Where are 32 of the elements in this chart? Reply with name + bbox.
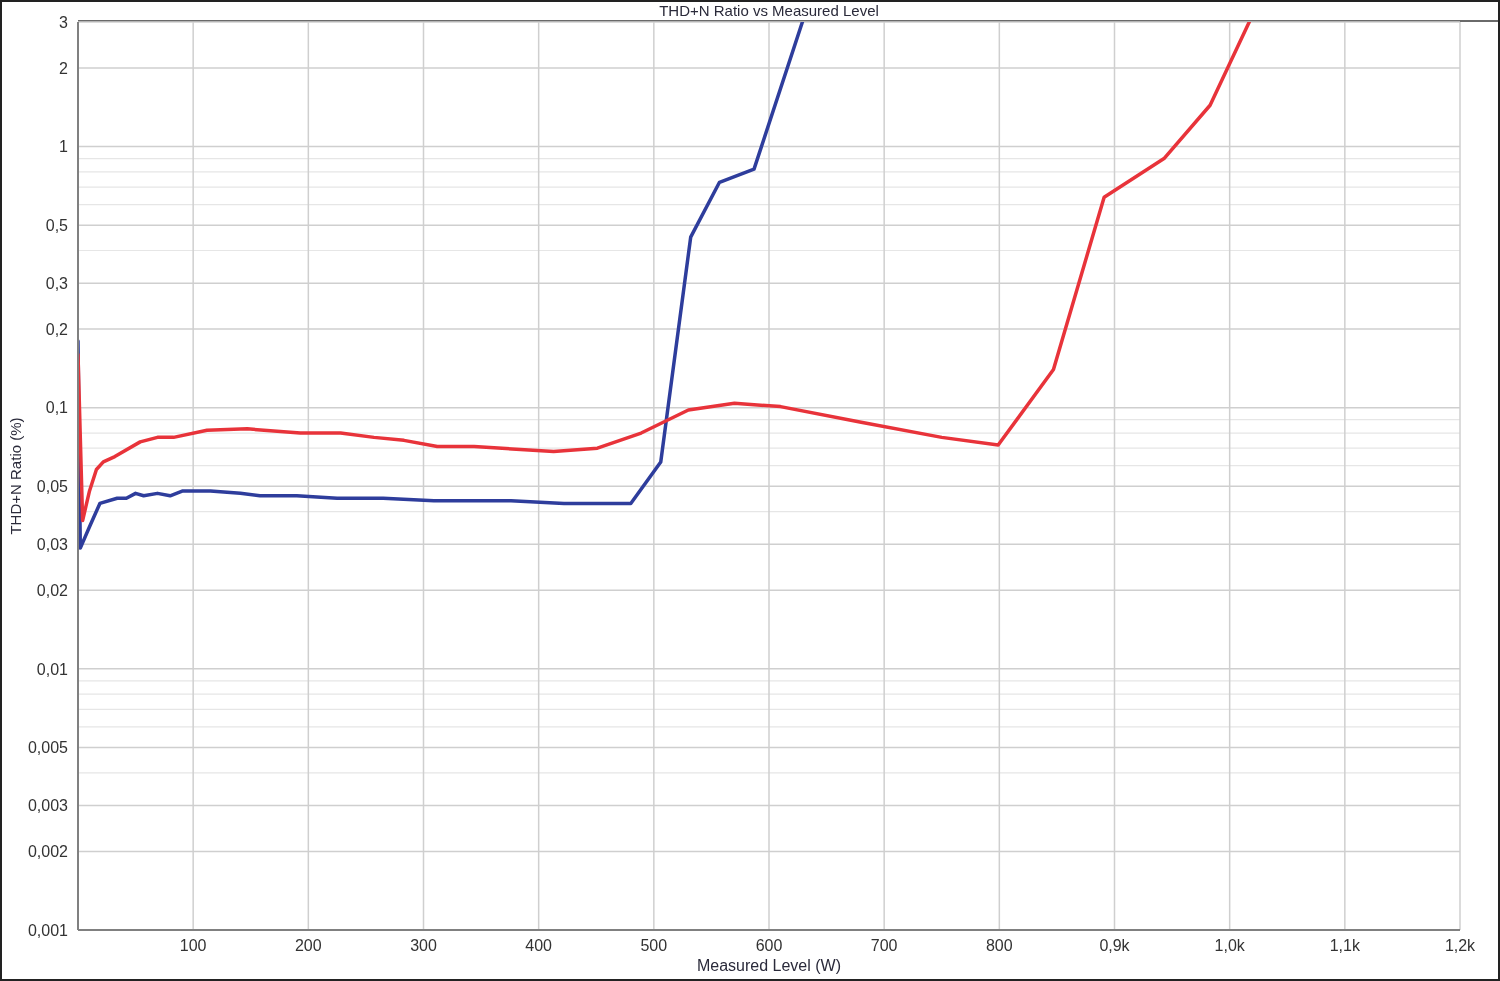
y-tick-label: 0,001 xyxy=(27,921,69,939)
y-tick-label: 0,01 xyxy=(36,660,69,678)
y-tick-label: 0,2 xyxy=(45,320,69,338)
x-tick-label: 300 xyxy=(410,937,437,955)
x-tick-label: 500 xyxy=(640,937,668,955)
y-tick-label: 1 xyxy=(59,138,69,156)
x-tick-label: 1,0k xyxy=(1214,937,1246,955)
y-tick-label: 0,005 xyxy=(27,739,69,757)
y-tick-label: 0,002 xyxy=(27,843,69,861)
y-tick-label: 0,1 xyxy=(45,399,69,417)
x-tick-label: 1,2k xyxy=(1444,937,1477,955)
x-tick-label: 400 xyxy=(525,937,553,955)
y-tick-label: 0,03 xyxy=(36,535,69,553)
x-tick-label: 1,1k xyxy=(1329,937,1361,955)
y-tick-label: 2 xyxy=(59,59,69,77)
line-series xyxy=(78,22,805,550)
y-tick-label: 0,02 xyxy=(36,581,69,599)
chart-title: THD+N Ratio vs Measured Level xyxy=(659,2,879,19)
y-tick-label: 0,003 xyxy=(27,797,69,815)
x-tick-label: 100 xyxy=(179,937,207,955)
y-tick-label: 0,5 xyxy=(45,216,69,234)
y-tick-label: 0,3 xyxy=(45,274,69,292)
y-tick-label: 3 xyxy=(59,13,69,31)
x-tick-label: 600 xyxy=(755,937,783,955)
y-axis-title: THD+N Ratio (%) xyxy=(6,417,24,535)
y-tick-label: 0,05 xyxy=(36,478,69,496)
x-axis-title: Measured Level (W) xyxy=(696,957,842,975)
x-tick-label: 200 xyxy=(294,937,322,955)
x-tick-label: 700 xyxy=(870,937,898,955)
line-series xyxy=(78,22,1251,523)
x-tick-label: 800 xyxy=(985,937,1013,955)
x-tick-label: 0,9k xyxy=(1099,937,1131,955)
